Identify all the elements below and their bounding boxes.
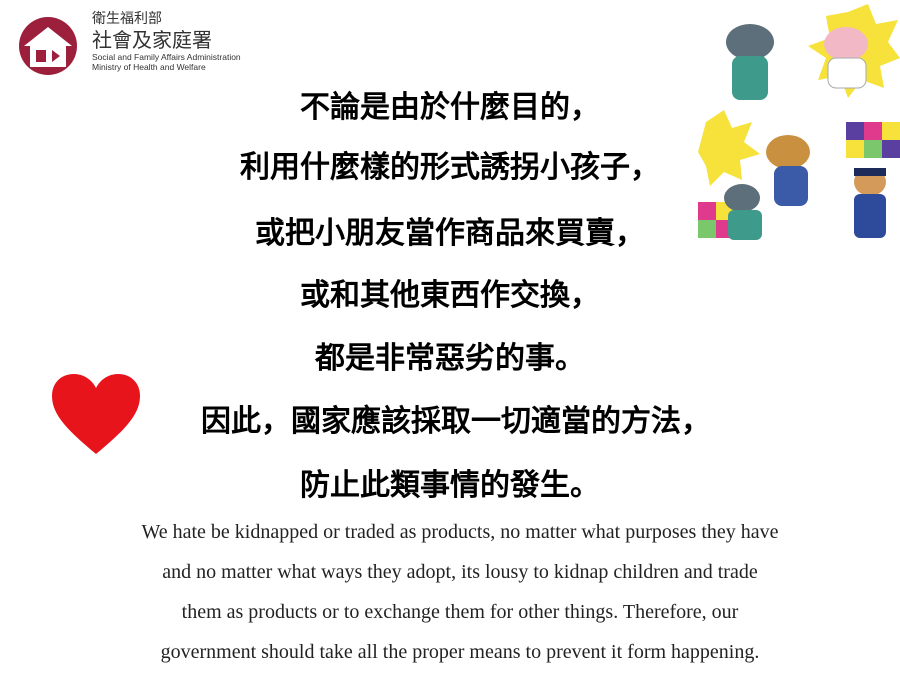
chinese-line-4: 或和其他東西作交換， [300, 278, 600, 313]
english-line-3: them as products or to exchange them for… [181, 601, 739, 623]
cartoon-illustration [698, 2, 900, 246]
organization-name: 衛生福利部 社會及家庭署 Social and Family Affairs A… [92, 12, 292, 73]
english-line-1: We hate be kidnapped or traded as produc… [141, 521, 779, 543]
chinese-line-2: 利用什麼樣的形式誘拐小孩子， [240, 150, 660, 185]
org-name-line1: 衛生福利部 [92, 11, 162, 27]
chinese-line-7: 防止此類事情的發生。 [300, 468, 600, 503]
org-name-en-line1: Social and Family Affairs Administration [92, 52, 241, 62]
heart-icon [52, 374, 140, 454]
chinese-line-5: 都是非常惡劣的事。 [315, 341, 585, 376]
english-translation: We hate be kidnapped or traded as produc… [60, 512, 860, 672]
org-name-line2: 社會及家庭署 [92, 28, 212, 52]
chinese-line-3: 或把小朋友當作商品來買賣， [255, 216, 645, 251]
house-icon [19, 17, 77, 75]
org-name-en-line2: Ministry of Health and Welfare [92, 61, 206, 72]
chinese-line-6: 因此，國家應該採取一切適當的方法， [201, 404, 711, 439]
english-line-2: and no matter what ways they adopt, its … [162, 561, 758, 583]
chinese-line-1: 不論是由於什麼目的， [300, 90, 600, 125]
english-line-4: government should take all the proper me… [160, 641, 760, 663]
organization-logo: 衛生福利部 社會及家庭署 Social and Family Affairs A… [10, 10, 310, 90]
